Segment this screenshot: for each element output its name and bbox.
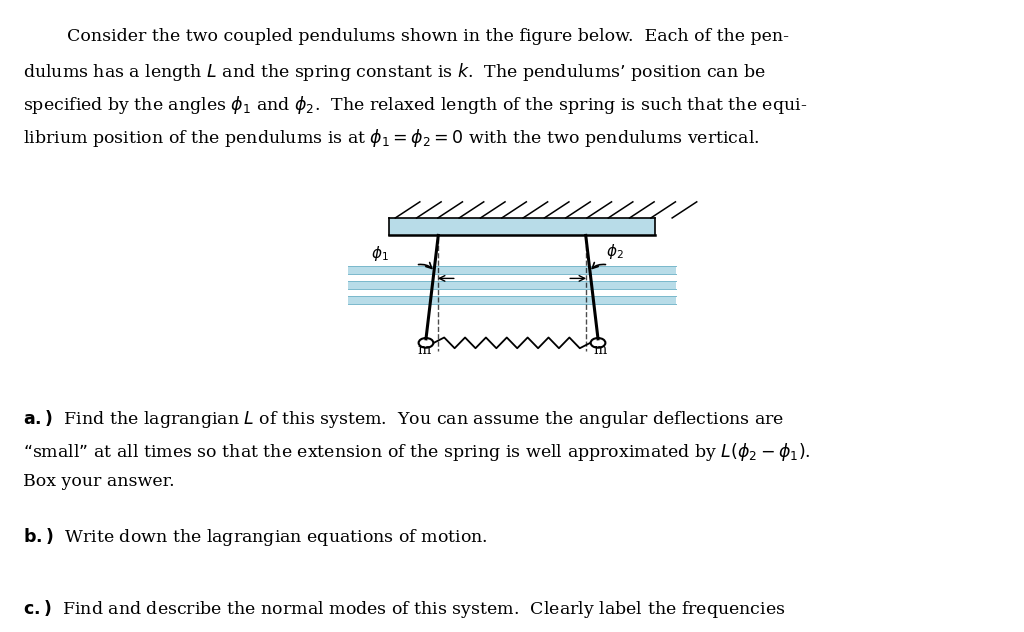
Text: dulums has a length $L$ and the spring constant is $k$.  The pendulums’ position: dulums has a length $L$ and the spring c… [23, 61, 765, 83]
Text: librium position of the pendulums is at $\phi_1 = \phi_2 = 0$ with the two pendu: librium position of the pendulums is at … [23, 127, 759, 149]
Text: $\mathbf{a.)}$  Find the lagrangian $L$ of this system.  You can assume the angu: $\mathbf{a.)}$ Find the lagrangian $L$ o… [23, 408, 783, 430]
Text: $\phi_2$: $\phi_2$ [606, 241, 624, 260]
Text: and describe the normal modes.  Call the highest oscillation frequency $\omega_1: and describe the normal modes. Call the … [23, 631, 681, 632]
Bar [348, 281, 676, 289]
Bar [348, 266, 676, 274]
Text: “small” at all times so that the extension of the spring is well approximated by: “small” at all times so that the extensi… [23, 441, 810, 463]
Text: $\phi_1$: $\phi_1$ [371, 244, 388, 264]
Bar [389, 218, 655, 236]
Text: $\mathbf{c.)}$  Find and describe the normal modes of this system.  Clearly labe: $\mathbf{c.)}$ Find and describe the nor… [23, 599, 785, 620]
Text: $\mathbf{b.)}$  Write down the lagrangian equations of motion.: $\mathbf{b.)}$ Write down the lagrangian… [23, 526, 487, 548]
Text: m: m [594, 343, 606, 357]
Text: m: m [418, 343, 430, 357]
Text: Consider the two coupled pendulums shown in the figure below.  Each of the pen-: Consider the two coupled pendulums shown… [23, 28, 788, 46]
Bar [348, 296, 676, 304]
Text: specified by the angles $\phi_1$ and $\phi_2$.  The relaxed length of the spring: specified by the angles $\phi_1$ and $\p… [23, 94, 807, 116]
Text: Box your answer.: Box your answer. [23, 473, 174, 490]
